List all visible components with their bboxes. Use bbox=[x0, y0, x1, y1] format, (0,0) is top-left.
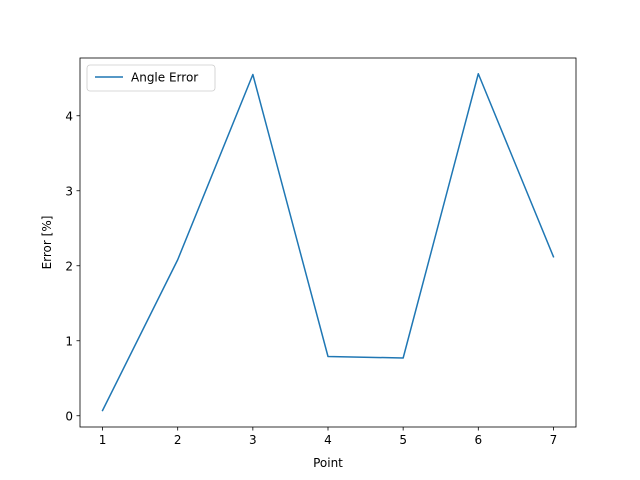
series-layer bbox=[101, 73, 555, 412]
x-axis-label: Point bbox=[313, 456, 343, 470]
x-tick-label: 6 bbox=[474, 433, 482, 447]
y-tick-label: 3 bbox=[65, 184, 73, 198]
legend-box bbox=[86, 64, 216, 92]
series-line-angle-error bbox=[101, 73, 555, 412]
x-tick-label: 2 bbox=[174, 433, 182, 447]
y-tick-label: 4 bbox=[65, 109, 73, 123]
x-tick-label: 3 bbox=[249, 433, 257, 447]
y-axis-label: Error [%] bbox=[40, 216, 54, 270]
x-tick-label: 1 bbox=[99, 433, 107, 447]
x-tick-label: 5 bbox=[399, 433, 407, 447]
x-tick-label: 7 bbox=[550, 433, 558, 447]
y-tick-label: 0 bbox=[65, 409, 73, 423]
x-tick-label: 4 bbox=[324, 433, 332, 447]
y-tick-label: 2 bbox=[65, 259, 73, 273]
y-tick-label: 1 bbox=[65, 334, 73, 348]
x-axis-ticks: 1 2 3 4 5 6 7 bbox=[99, 427, 558, 447]
legend-label-angle-error: Angle Error bbox=[131, 71, 198, 85]
legend: Angle Error bbox=[86, 64, 216, 92]
y-axis-ticks: 0 1 2 3 4 bbox=[65, 109, 80, 423]
